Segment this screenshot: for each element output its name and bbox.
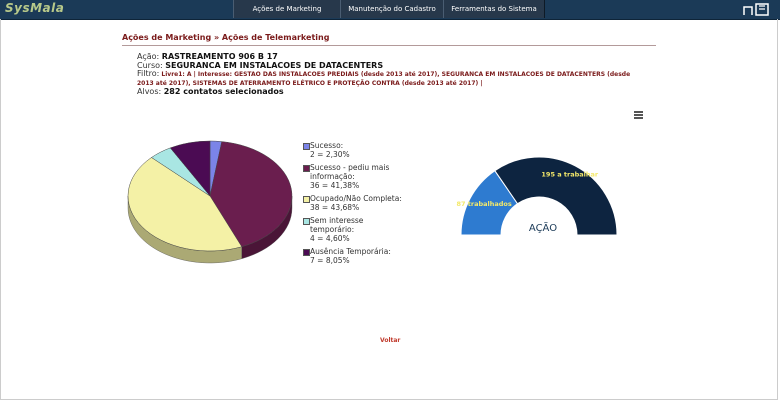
curso-row: Curso: SEGURANCA EM INSTALACOES DE DATAC… [137, 61, 383, 70]
legend-item[interactable]: Ausência Temporária: 7 = 8,05% [303, 247, 413, 265]
legend-item[interactable]: Sem interesse temporário: 4 = 4,60% [303, 216, 413, 243]
chart-menu-icon[interactable] [634, 111, 643, 119]
legend-text: Ausência Temporária: [310, 247, 391, 256]
acao-label: Ação: [137, 52, 160, 61]
filtro-value: Livre1: A | Interesse: GESTAO DAS INSTAL… [137, 71, 631, 87]
top-bar: SysMala Ações de Marketing Manutenção do… [0, 0, 780, 20]
legend-text: 38 = 43,68% [310, 203, 360, 212]
status-pie-chart [127, 140, 293, 264]
nav-ferramentas-sistema[interactable]: Ferramentas do Sistema [443, 0, 545, 18]
legend-item[interactable]: Ocupado/Não Completa: 38 = 43,68% [303, 194, 413, 212]
brand-mark-icon [743, 3, 769, 16]
alvos-row: Alvos: 282 contatos selecionados [137, 87, 284, 96]
curso-label: Curso: [137, 61, 163, 70]
legend-text: Sem interesse [310, 216, 364, 225]
pie-slice-2 [127, 157, 243, 252]
legend-swatch [303, 165, 310, 172]
legend-swatch [303, 143, 310, 150]
acao-gauge-chart: 87 trabalhados 195 a trabalhar AÇÃO [456, 156, 618, 236]
gauge-title: AÇÃO [529, 221, 557, 234]
gauge-segment-1 [494, 156, 618, 236]
pie-slice-4 [169, 140, 211, 197]
legend-item[interactable]: Sucesso: 2 = 2,30% [303, 141, 413, 159]
legend-text: 7 = 8,05% [310, 256, 350, 265]
gauge-data-label: 87 trabalhados [456, 200, 511, 208]
nav-acoes-marketing[interactable]: Ações de Marketing [233, 0, 341, 18]
legend-swatch [303, 196, 310, 203]
legend-text: 36 = 41,38% [310, 181, 360, 190]
gauge-data-label: 195 a trabalhar [541, 171, 598, 179]
breadcrumb: Ações de Marketing » Ações de Telemarket… [122, 33, 330, 42]
filtro-label: Filtro: [137, 69, 160, 78]
app-logo: SysMala [5, 1, 65, 15]
acao-row: Ação: RASTREAMENTO 906 B 17 [137, 52, 278, 61]
legend-text: Sucesso - pediu mais [310, 163, 390, 172]
alvos-label: Alvos: [137, 87, 162, 96]
legend-item[interactable]: Sucesso - pediu mais informação: 36 = 41,3… [303, 163, 413, 190]
legend-text: 4 = 4,60% [310, 234, 350, 243]
acao-value: RASTREAMENTO 906 B 17 [161, 52, 278, 61]
voltar-link[interactable]: Voltar [380, 337, 401, 344]
filtro-row: Filtro: Livre1: A | Interesse: GESTAO DA… [137, 69, 637, 88]
curso-value: SEGURANCA EM INSTALACOES DE DATACENTERS [165, 61, 384, 70]
legend-text: 2 = 2,30% [310, 150, 350, 159]
legend-text: temporário: [310, 225, 355, 234]
legend-swatch [303, 218, 310, 225]
legend-text: Sucesso: [310, 141, 344, 150]
legend-text: informação: [310, 172, 355, 181]
pie-slice-1 [209, 141, 293, 248]
pie-legend: Sucesso: 2 = 2,30% Sucesso - pediu mais inf… [303, 141, 413, 269]
nav-manutencao-cadastro[interactable]: Manutenção do Cadastro [340, 0, 444, 18]
breadcrumb-divider [122, 45, 656, 46]
alvos-value: 282 contatos selecionados [163, 87, 284, 96]
legend-swatch [303, 249, 310, 256]
legend-text: Ocupado/Não Completa: [310, 194, 402, 203]
